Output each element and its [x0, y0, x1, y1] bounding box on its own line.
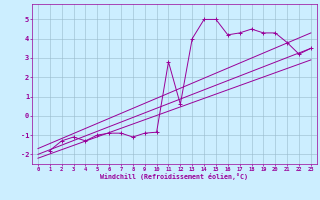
X-axis label: Windchill (Refroidissement éolien,°C): Windchill (Refroidissement éolien,°C)	[100, 173, 248, 180]
